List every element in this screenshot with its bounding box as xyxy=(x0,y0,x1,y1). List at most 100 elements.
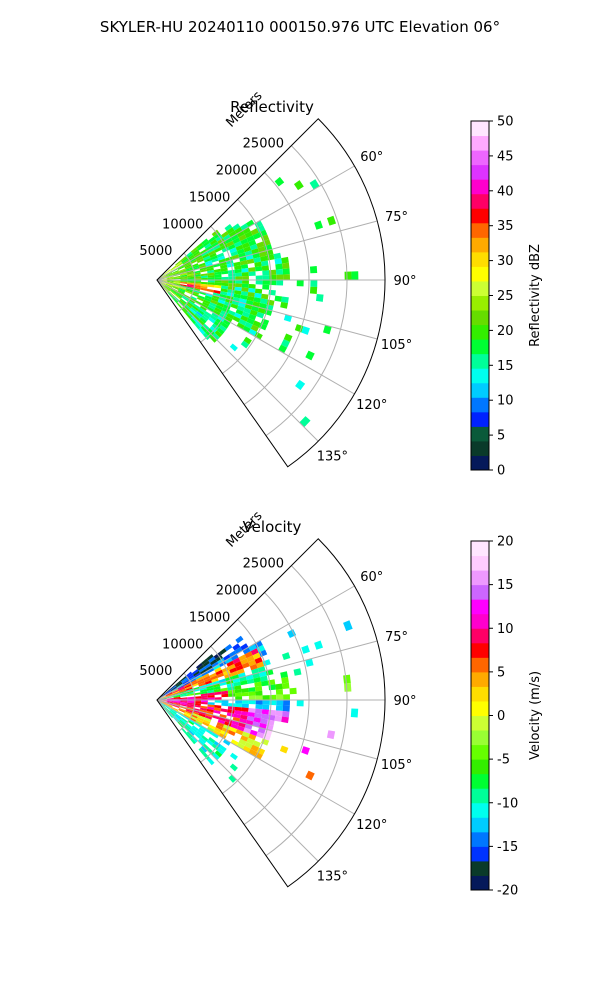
radar-cell xyxy=(173,275,181,278)
radar-cell xyxy=(173,702,181,705)
radar-cell xyxy=(215,655,224,662)
radar-cell xyxy=(215,304,224,311)
radar-cell xyxy=(261,265,270,271)
radar-cell xyxy=(223,739,231,746)
radar-cell xyxy=(242,275,249,280)
colorbar-tick-label: 25 xyxy=(497,289,514,304)
radar-cell xyxy=(234,710,242,715)
radar-cell xyxy=(193,250,200,257)
radar-cell xyxy=(201,277,208,280)
radar-cell xyxy=(191,712,199,717)
radar-cell xyxy=(282,710,290,718)
radar-cell xyxy=(173,281,181,284)
radar-cell xyxy=(248,328,257,337)
radar-cell xyxy=(196,662,203,670)
radar-cell xyxy=(201,303,209,309)
radar-cell xyxy=(351,271,359,280)
radar-cell xyxy=(230,234,239,241)
radar-cell xyxy=(183,294,191,299)
radar-cell xyxy=(241,691,249,697)
radar-cell xyxy=(280,671,288,679)
radar-cell xyxy=(173,715,180,722)
colorbar-segment xyxy=(471,599,489,615)
radar-cell xyxy=(199,668,208,675)
radar-cell xyxy=(248,239,257,247)
radar-cell xyxy=(254,220,263,229)
radar-cell xyxy=(185,251,192,258)
radar-cell xyxy=(218,240,227,248)
radar-cell xyxy=(187,275,195,278)
radar-cell xyxy=(246,219,255,228)
radar-cell xyxy=(240,260,248,266)
radar-cell xyxy=(248,733,257,741)
radar-cell xyxy=(299,416,311,428)
radar-cell xyxy=(212,332,220,341)
radar-cell xyxy=(200,693,208,697)
radar-cell xyxy=(260,718,268,725)
radar-cell xyxy=(160,700,167,702)
colorbar-tick-label: 20 xyxy=(497,535,514,550)
radar-cell xyxy=(254,656,263,664)
radar-cell xyxy=(204,715,213,720)
radar-cell xyxy=(219,744,227,752)
radar-cell xyxy=(210,255,218,261)
radar-cell xyxy=(202,721,210,727)
radar-cell xyxy=(173,697,181,700)
radar-cell xyxy=(186,271,194,275)
figure-title: SKYLER-HU 20240110 000150.976 UTC Elevat… xyxy=(100,18,500,36)
radar-cell xyxy=(191,263,199,268)
radar-cell xyxy=(196,730,203,738)
colorbar-tick-label: 15 xyxy=(497,359,514,374)
radar-cell xyxy=(180,702,188,704)
radar-cell xyxy=(176,292,183,298)
radar-cell xyxy=(173,700,181,703)
radar-cell xyxy=(225,718,233,724)
radar-cell xyxy=(196,296,205,302)
radar-cell xyxy=(163,707,169,713)
radar-cell xyxy=(227,689,235,694)
radar-cell xyxy=(180,676,187,682)
radar-cell xyxy=(171,707,179,711)
radar-cell xyxy=(243,307,252,314)
radar-cell xyxy=(240,315,249,322)
radar-cell xyxy=(164,269,171,274)
radar-cell xyxy=(199,725,208,732)
radar-cell xyxy=(180,307,187,314)
radar-cell xyxy=(193,284,201,288)
radar-cell xyxy=(207,667,215,674)
colorbar-segment xyxy=(471,700,489,716)
radar-cell xyxy=(185,710,192,715)
radar-cell xyxy=(166,694,173,698)
radar-cell xyxy=(173,694,181,698)
radar-cell xyxy=(182,715,190,721)
radar-cell xyxy=(255,280,263,285)
radar-cell xyxy=(204,242,212,249)
radar-cell xyxy=(206,288,214,293)
radar-cell xyxy=(186,253,194,259)
radar-cell xyxy=(260,298,268,305)
radar-cell xyxy=(250,228,259,236)
radar-cell xyxy=(193,692,201,696)
radar-cell xyxy=(283,700,290,706)
colorbar-segment xyxy=(471,613,489,629)
radial-tick-label: 5000 xyxy=(139,664,172,679)
radar-cell xyxy=(193,703,201,706)
radar-cell xyxy=(159,693,165,699)
radar-cell xyxy=(194,252,202,258)
radar-cell xyxy=(200,287,208,292)
radar-cell xyxy=(175,714,182,720)
radar-cell xyxy=(202,313,210,320)
radar-cell xyxy=(166,277,174,280)
radar-cell xyxy=(183,712,191,718)
radar-cell xyxy=(165,692,173,697)
colorbar-segment xyxy=(471,237,489,253)
radar-cell xyxy=(172,285,180,290)
radar-cell xyxy=(206,739,214,746)
radar-cell xyxy=(191,683,199,688)
radar-cell xyxy=(240,714,248,720)
radar-cell xyxy=(228,703,236,707)
radar-cell xyxy=(260,738,270,746)
radar-cell xyxy=(201,315,209,322)
radar-cell xyxy=(256,747,266,756)
radar-cell xyxy=(205,262,213,267)
